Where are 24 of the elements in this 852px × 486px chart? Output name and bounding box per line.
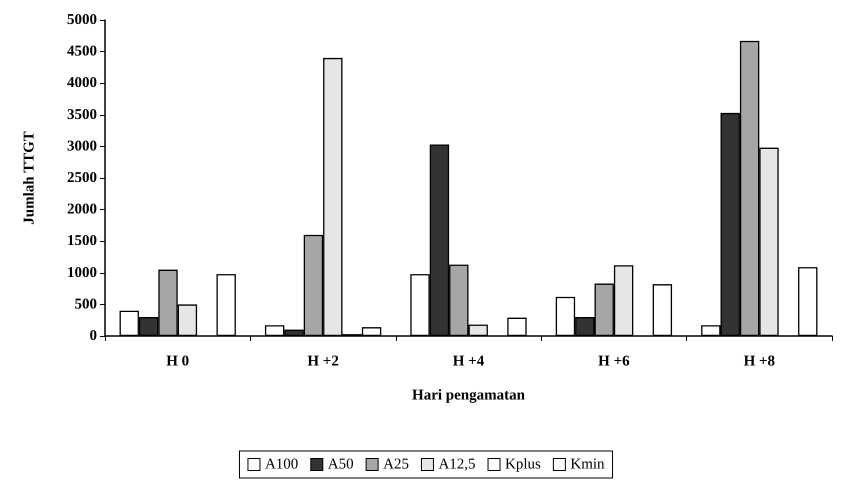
legend-label: A12,5 bbox=[438, 456, 476, 472]
y-tick-label: 3500 bbox=[67, 106, 97, 123]
y-tick-label: 0 bbox=[90, 328, 97, 344]
legend-label: A100 bbox=[264, 456, 298, 472]
x-tick-label: H +8 bbox=[744, 354, 776, 370]
x-axis-title: Hari pengamatan bbox=[412, 388, 526, 404]
y-tick-label: 2000 bbox=[67, 202, 97, 218]
y-tick-label: 4500 bbox=[67, 44, 97, 60]
y-tick-label: 3000 bbox=[67, 138, 97, 154]
y-tick-label: 1000 bbox=[67, 264, 97, 281]
y-tick-label: 500 bbox=[74, 296, 97, 312]
x-tick-label: H +6 bbox=[598, 354, 630, 370]
x-tick-label: H 0 bbox=[166, 354, 190, 370]
legend-label: A50 bbox=[328, 456, 354, 472]
y-axis-title: Jumlah TTGT bbox=[22, 131, 38, 225]
y-tick-label: 5000 bbox=[67, 12, 97, 28]
legend-label: A25 bbox=[383, 456, 409, 472]
x-tick-label: H +2 bbox=[307, 354, 339, 370]
legend-label: Kplus bbox=[505, 456, 542, 472]
y-tick-label: 4000 bbox=[67, 75, 97, 92]
legend-label: Kmin bbox=[570, 456, 606, 472]
y-tick-label: 2500 bbox=[67, 170, 97, 186]
x-tick-label: H +4 bbox=[452, 354, 485, 370]
y-tick-label: 1500 bbox=[67, 233, 97, 250]
